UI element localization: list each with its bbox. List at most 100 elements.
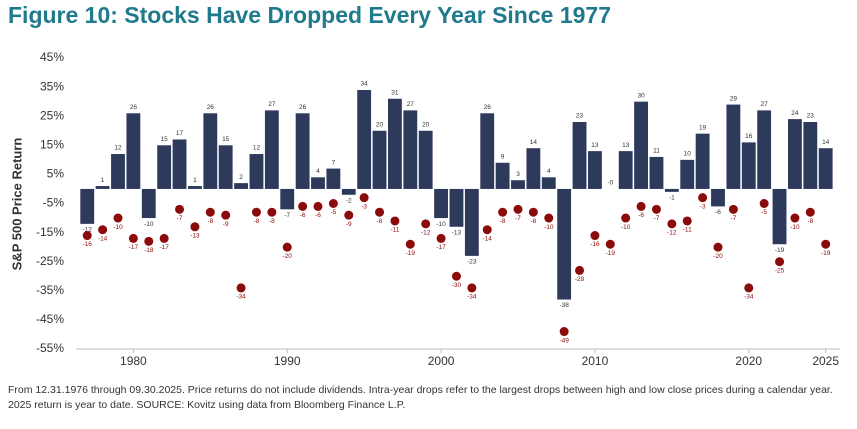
- drop-value-label: -10: [544, 224, 554, 231]
- bar: [680, 159, 695, 189]
- drop-dot: [544, 213, 554, 223]
- y-tick-label: -45%: [36, 312, 64, 326]
- drop-dot: [144, 236, 154, 246]
- drop-value-label: -8: [207, 218, 213, 225]
- x-tick-label: 2000: [428, 354, 455, 368]
- y-tick-label: 25%: [40, 108, 64, 122]
- bar-value-label: 23: [576, 113, 584, 120]
- bar-value-label: -38: [559, 302, 569, 309]
- bar: [511, 180, 525, 189]
- drop-dot: [682, 216, 692, 226]
- bar-value-label: -6: [715, 209, 721, 216]
- drop-dot: [375, 207, 385, 217]
- bar-value-label: -10: [144, 221, 154, 228]
- bar-value-label: 26: [130, 104, 138, 111]
- y-tick-label: 45%: [40, 50, 64, 64]
- drop-dot: [359, 193, 369, 203]
- bar: [372, 130, 387, 189]
- bar-value-label: 12: [114, 145, 122, 152]
- chart-title: Figure 10: Stocks Have Dropped Every Yea…: [8, 2, 611, 28]
- drop-value-label: -8: [269, 218, 275, 225]
- drop-value-label: -19: [821, 250, 831, 257]
- drop-value-label: -8: [377, 218, 383, 225]
- bar: [95, 186, 110, 189]
- y-tick-label: 15%: [40, 137, 64, 151]
- drop-dot: [805, 207, 815, 217]
- x-tick-label: 2010: [582, 354, 609, 368]
- drop-dot: [713, 242, 723, 252]
- bar-value-label: 12: [253, 145, 261, 152]
- bar: [741, 142, 756, 189]
- bar-value-label: -1: [669, 195, 675, 202]
- drop-value-label: -12: [421, 230, 431, 237]
- drop-dot: [436, 233, 446, 243]
- drop-value-label: -11: [683, 227, 692, 234]
- bar-value-label: 16: [745, 133, 753, 140]
- bar: [803, 122, 818, 189]
- drop-dot: [282, 242, 292, 252]
- x-tick-label: 2020: [735, 354, 762, 368]
- bar: [618, 151, 633, 189]
- drop-value-label: -7: [177, 215, 183, 222]
- drop-dot: [113, 213, 123, 223]
- drop-value-label: -8: [500, 218, 506, 225]
- drop-dot: [698, 193, 708, 203]
- x-tick-label: 2025: [812, 354, 839, 368]
- drop-dot: [313, 201, 323, 211]
- bar: [664, 188, 679, 192]
- drop-value-label: -3: [361, 203, 367, 210]
- drop-dot: [236, 283, 246, 293]
- bar-value-label: 3: [516, 171, 520, 178]
- drop-value-label: -20: [283, 253, 293, 260]
- drop-dot: [498, 207, 508, 217]
- drop-value-label: -7: [730, 215, 736, 222]
- bar-value-label: 2: [239, 174, 243, 181]
- bar-value-label: -19: [775, 247, 785, 254]
- bar-value-label: 11: [653, 148, 660, 155]
- y-tick-label: -35%: [36, 283, 64, 297]
- drop-dot: [451, 271, 461, 281]
- drop-dot: [405, 239, 415, 249]
- drop-value-label: -5: [330, 209, 336, 216]
- bar-value-label: 14: [530, 139, 538, 146]
- bar: [418, 130, 433, 189]
- bar: [695, 133, 710, 189]
- bar: [757, 110, 772, 189]
- bar-value-label: 20: [422, 121, 430, 128]
- bar-value-label: 29: [730, 95, 738, 102]
- drop-value-label: -17: [436, 244, 446, 251]
- bar: [341, 188, 356, 195]
- drop-dot: [605, 239, 615, 249]
- bar: [480, 113, 495, 189]
- bar-value-label: 27: [407, 101, 415, 108]
- drop-dot: [821, 239, 831, 249]
- y-tick-label: -55%: [36, 341, 64, 355]
- drop-value-label: -16: [83, 241, 93, 248]
- bar: [126, 113, 141, 189]
- drop-dot: [267, 207, 277, 217]
- drop-dot: [467, 283, 477, 293]
- drop-value-label: -7: [654, 215, 660, 222]
- bar-value-label: 15: [161, 136, 169, 143]
- bar: [249, 154, 264, 189]
- bar-value-label: 34: [361, 81, 369, 88]
- bar-value-label: -7: [284, 212, 290, 219]
- bar: [157, 145, 172, 189]
- drop-value-label: -17: [129, 244, 139, 251]
- bar-value-label: 27: [268, 101, 276, 108]
- bar-value-label: 17: [176, 130, 184, 137]
- bar-value-label: 1: [101, 177, 105, 184]
- drop-dot: [175, 204, 185, 214]
- bar-value-label: 4: [316, 168, 320, 175]
- bar-value-label: 7: [332, 159, 336, 166]
- drop-dot: [128, 233, 138, 243]
- bar-value-label: 13: [622, 142, 630, 149]
- bar: [711, 188, 725, 207]
- drop-dot: [759, 199, 769, 208]
- y-tick-label: -15%: [36, 225, 64, 239]
- drop-value-label: -34: [236, 294, 246, 301]
- bar-value-label: -23: [467, 259, 477, 266]
- drop-dot: [559, 327, 569, 337]
- bar-value-label: -10: [436, 221, 446, 228]
- bar-value-label: 10: [684, 151, 692, 158]
